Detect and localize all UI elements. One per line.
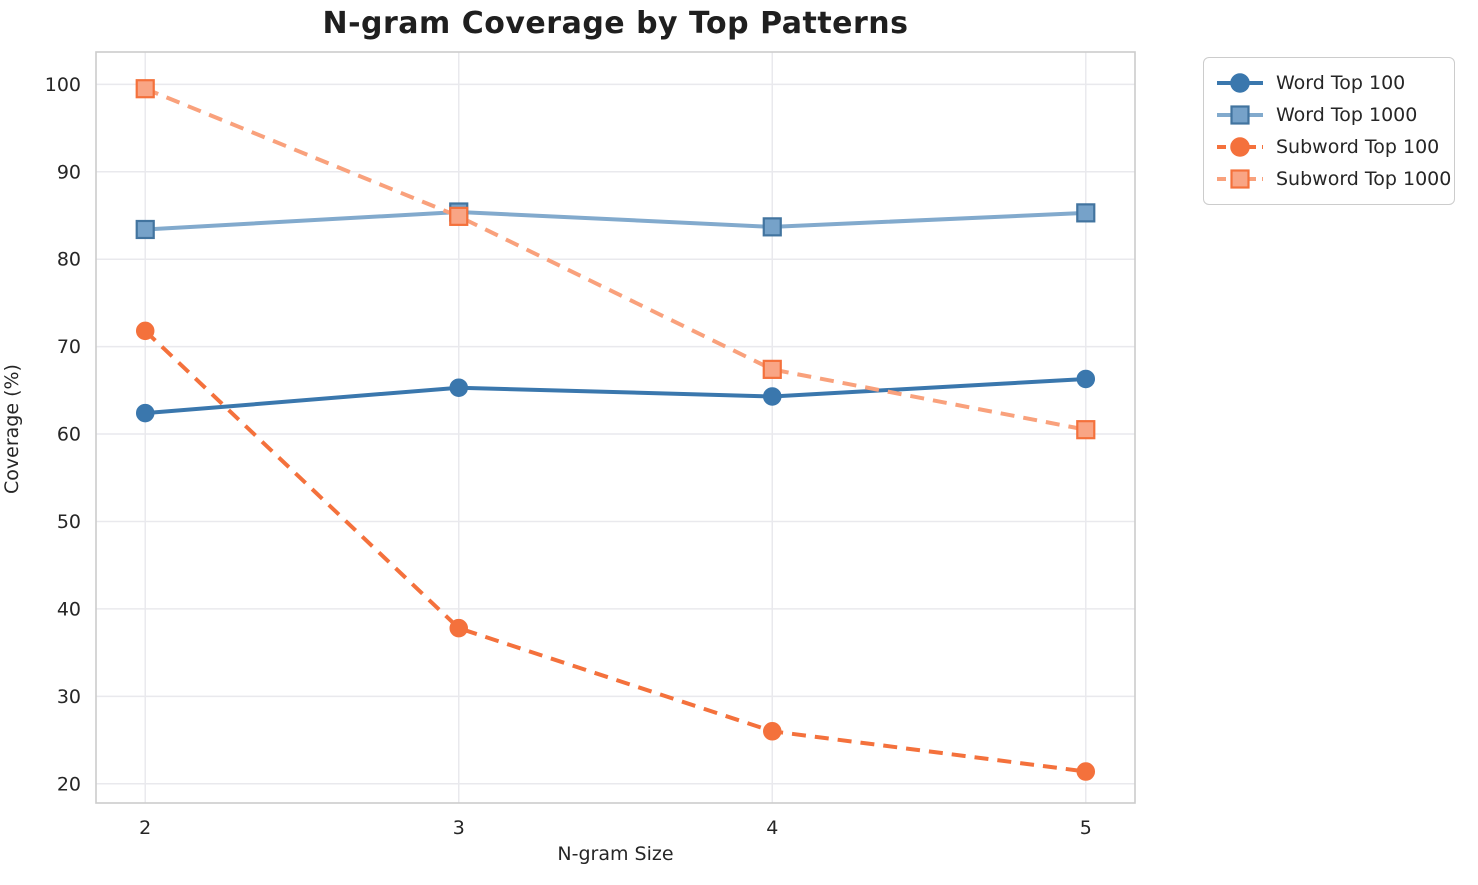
line-circle-marker-icon bbox=[1217, 73, 1263, 93]
legend-item: Word Top 100 bbox=[1215, 67, 1442, 99]
svg-text:20: 20 bbox=[57, 773, 81, 795]
svg-text:90: 90 bbox=[57, 161, 81, 183]
legend: Word Top 100 Word Top 1000 Subword Top 1… bbox=[1203, 57, 1455, 205]
svg-text:4: 4 bbox=[766, 817, 778, 839]
legend-label: Subword Top 1000 bbox=[1276, 168, 1452, 190]
line-square-marker-icon bbox=[1217, 169, 1263, 189]
svg-text:5: 5 bbox=[1080, 817, 1092, 839]
legend-item: Word Top 1000 bbox=[1215, 99, 1442, 131]
x-axis-label: N-gram Size bbox=[557, 843, 674, 865]
legend-label: Word Top 100 bbox=[1276, 72, 1406, 94]
legend-label: Word Top 1000 bbox=[1276, 104, 1418, 126]
svg-text:2: 2 bbox=[139, 817, 151, 839]
legend-item: Subword Top 100 bbox=[1215, 131, 1442, 163]
legend-item: Subword Top 1000 bbox=[1215, 163, 1451, 195]
chart-title: N-gram Coverage by Top Patterns bbox=[322, 6, 909, 41]
svg-text:40: 40 bbox=[57, 598, 81, 620]
svg-text:70: 70 bbox=[57, 336, 81, 358]
svg-text:60: 60 bbox=[57, 424, 81, 446]
line-circle-marker-icon bbox=[1217, 137, 1263, 157]
svg-text:3: 3 bbox=[453, 817, 465, 839]
y-axis-label: Coverage (%) bbox=[1, 364, 23, 494]
svg-text:100: 100 bbox=[45, 74, 81, 96]
svg-text:30: 30 bbox=[57, 686, 81, 708]
legend-label: Subword Top 100 bbox=[1276, 136, 1440, 158]
svg-text:80: 80 bbox=[57, 249, 81, 271]
svg-text:50: 50 bbox=[57, 511, 81, 533]
line-square-marker-icon bbox=[1217, 105, 1263, 125]
